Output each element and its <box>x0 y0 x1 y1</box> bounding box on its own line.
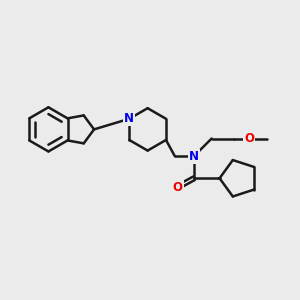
Text: N: N <box>189 150 199 163</box>
Text: O: O <box>173 181 183 194</box>
Text: O: O <box>244 132 254 145</box>
Text: N: N <box>124 112 134 125</box>
